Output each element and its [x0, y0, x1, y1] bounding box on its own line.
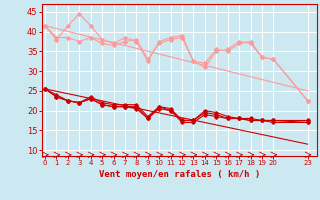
X-axis label: Vent moyen/en rafales ( km/h ): Vent moyen/en rafales ( km/h ) — [99, 170, 260, 179]
